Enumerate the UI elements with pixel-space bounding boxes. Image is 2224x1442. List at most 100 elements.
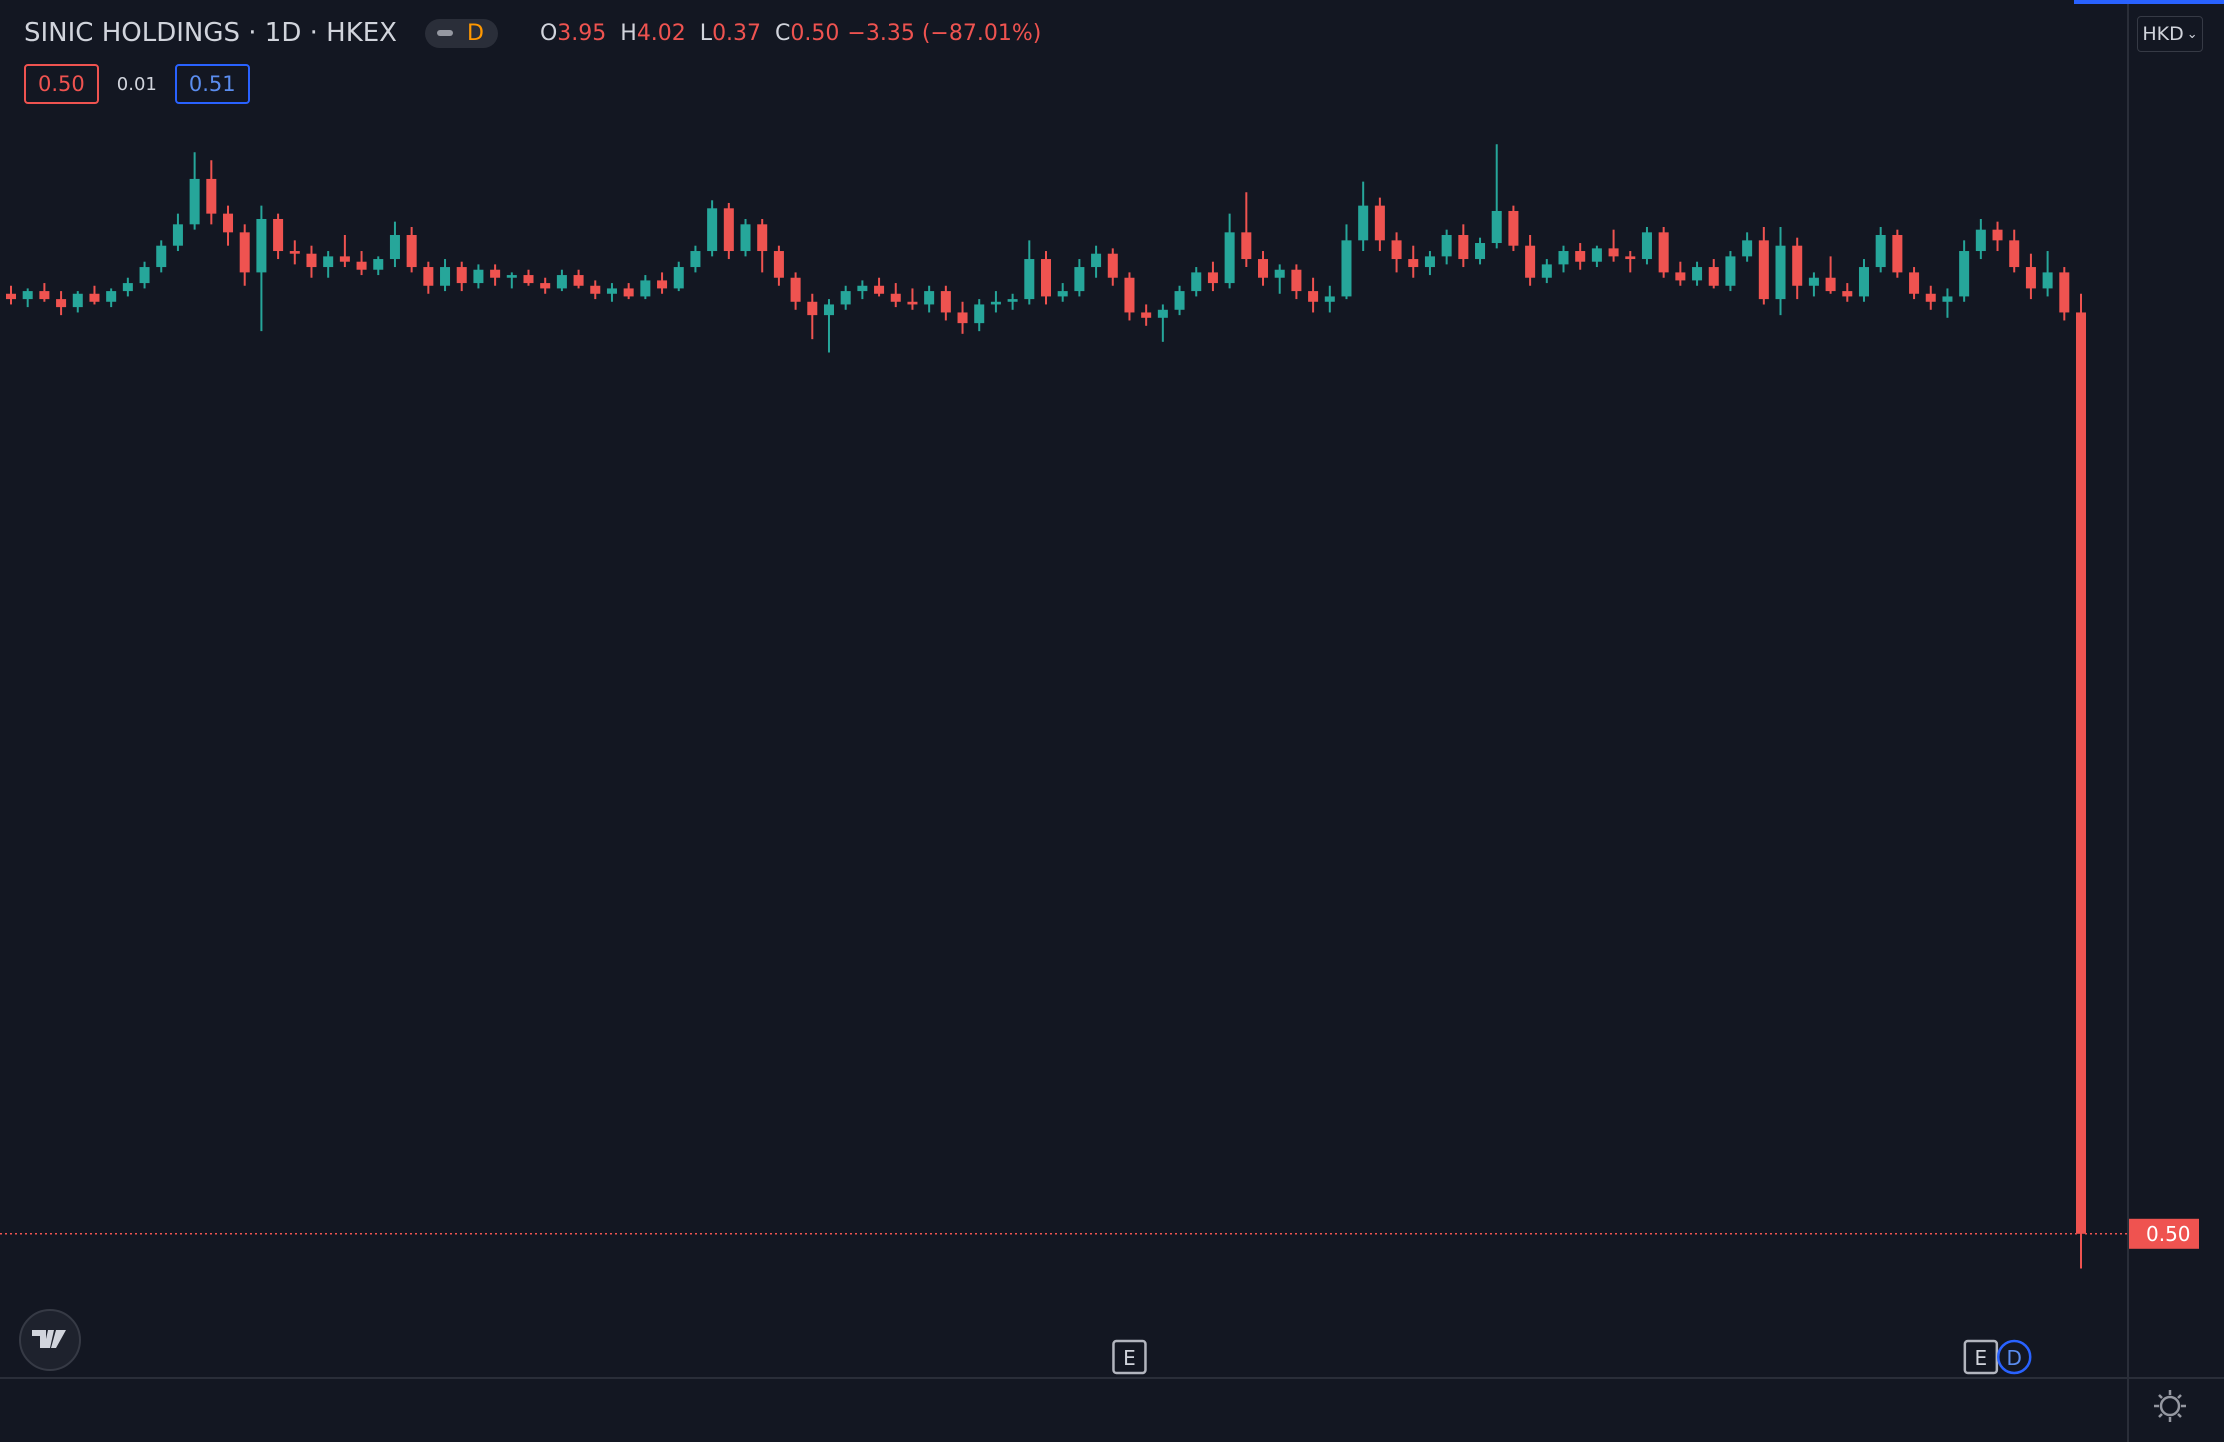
- candle-body: [840, 291, 851, 305]
- ohlc-value: 4.02: [636, 20, 686, 46]
- candle-body: [924, 291, 935, 305]
- candle-body: [957, 312, 968, 324]
- candle-body: [1324, 296, 1335, 302]
- ohlc-key: L: [699, 20, 713, 46]
- candle-body: [389, 235, 400, 260]
- candle-body: [556, 275, 567, 289]
- candle-body: [456, 267, 467, 284]
- candle-body: [940, 291, 951, 313]
- candle-body: [974, 304, 985, 324]
- candle-body: [1825, 277, 1836, 292]
- candle-body: [1491, 210, 1502, 244]
- last-price-label: 0.50: [2146, 1222, 2191, 1246]
- candle-body: [1775, 245, 1786, 300]
- candle-body: [707, 208, 718, 252]
- candle-body: [72, 293, 83, 308]
- event-label: E: [1975, 1346, 1988, 1370]
- candle-body: [1508, 210, 1519, 246]
- candle-body: [1675, 272, 1686, 281]
- candle-body: [874, 285, 885, 294]
- candle-body: [122, 283, 133, 292]
- candle-body: [2025, 267, 2036, 289]
- candle-body: [239, 232, 250, 273]
- ohlc-key: O: [539, 20, 558, 46]
- candle-body: [1925, 293, 1936, 302]
- ohlc-key: C: [775, 20, 791, 46]
- candle-body: [623, 288, 634, 297]
- spread: 0.01: [116, 73, 157, 95]
- candle-body: [89, 293, 100, 302]
- candle-body: [1274, 269, 1285, 278]
- candle-body: [1224, 232, 1235, 284]
- candle-body: [690, 251, 701, 268]
- candle-body: [990, 301, 1001, 305]
- candle-body: [473, 269, 484, 284]
- settings-icon[interactable]: [2154, 1390, 2186, 1422]
- candle-body: [490, 269, 501, 278]
- candle-body: [723, 208, 734, 252]
- candle-body: [1291, 269, 1302, 292]
- candle-body: [590, 285, 601, 294]
- event-marker: [1112, 1339, 1147, 1375]
- candle-body: [573, 275, 584, 286]
- symbol[interactable]: SINIC HOLDINGS · 1D · HKEX: [24, 18, 397, 48]
- candle-body: [189, 178, 200, 225]
- candle-body: [1742, 240, 1753, 257]
- candle-body: [1608, 248, 1619, 257]
- candle-body: [156, 245, 167, 268]
- candle-body: [1408, 259, 1419, 268]
- currency-button[interactable]: HKD ⌄: [2137, 16, 2203, 52]
- candle-body: [406, 235, 417, 268]
- candle-body: [1157, 309, 1168, 318]
- bid[interactable]: 0.50: [24, 64, 99, 104]
- candle-body: [907, 301, 918, 305]
- candle-body: [289, 251, 300, 254]
- candle-body: [1708, 267, 1719, 286]
- candle-body: [1692, 267, 1703, 281]
- candle-body: [1909, 272, 1920, 294]
- candle-body: [1475, 243, 1486, 260]
- candle-body: [1625, 256, 1636, 260]
- candle-body: [1792, 245, 1803, 286]
- candle-body: [1441, 235, 1452, 257]
- candle-body: [206, 178, 217, 214]
- candle-body: [1024, 259, 1035, 300]
- candle-body: [1207, 272, 1218, 284]
- candle-body: [657, 280, 668, 289]
- candle-body: [673, 267, 684, 289]
- candle-body: [1191, 272, 1202, 292]
- event-label: D: [2007, 1346, 2022, 1370]
- candle-body: [1374, 205, 1385, 241]
- candle-body: [273, 218, 284, 252]
- candle-body: [1241, 232, 1252, 260]
- candle-body: [1591, 248, 1602, 262]
- candle-body: [423, 267, 434, 286]
- candle-body: [757, 224, 768, 252]
- ohlc-value: 3.95: [557, 20, 607, 46]
- candle-body: [1975, 229, 1986, 252]
- market-status[interactable]: D: [425, 18, 498, 48]
- candle-body: [356, 261, 367, 270]
- event-marker: [1963, 1339, 1999, 1375]
- candle-body: [606, 288, 617, 294]
- event-marker: [1996, 1339, 2032, 1375]
- change: −3.35 (−87.01%): [847, 20, 1042, 46]
- candle-body: [2075, 312, 2087, 1234]
- candle-body: [857, 285, 868, 292]
- candle-body: [1942, 296, 1953, 302]
- candle-body: [1007, 299, 1018, 302]
- legend: SINIC HOLDINGS · 1D · HKEX D O 3.95 H 4.02 L…: [24, 18, 1049, 48]
- ask[interactable]: 0.51: [174, 64, 250, 104]
- candle-body: [1107, 253, 1118, 278]
- candle-body: [1141, 312, 1152, 318]
- quote-boxes: 0.50 0.01 0.51: [24, 64, 250, 104]
- candle-body: [1558, 251, 1569, 265]
- candle-body: [1424, 256, 1435, 268]
- candle-body: [1124, 277, 1135, 313]
- candle-body: [773, 251, 784, 278]
- candle-body: [323, 256, 334, 268]
- candle-body: [1074, 267, 1085, 292]
- candle-body: [339, 256, 350, 262]
